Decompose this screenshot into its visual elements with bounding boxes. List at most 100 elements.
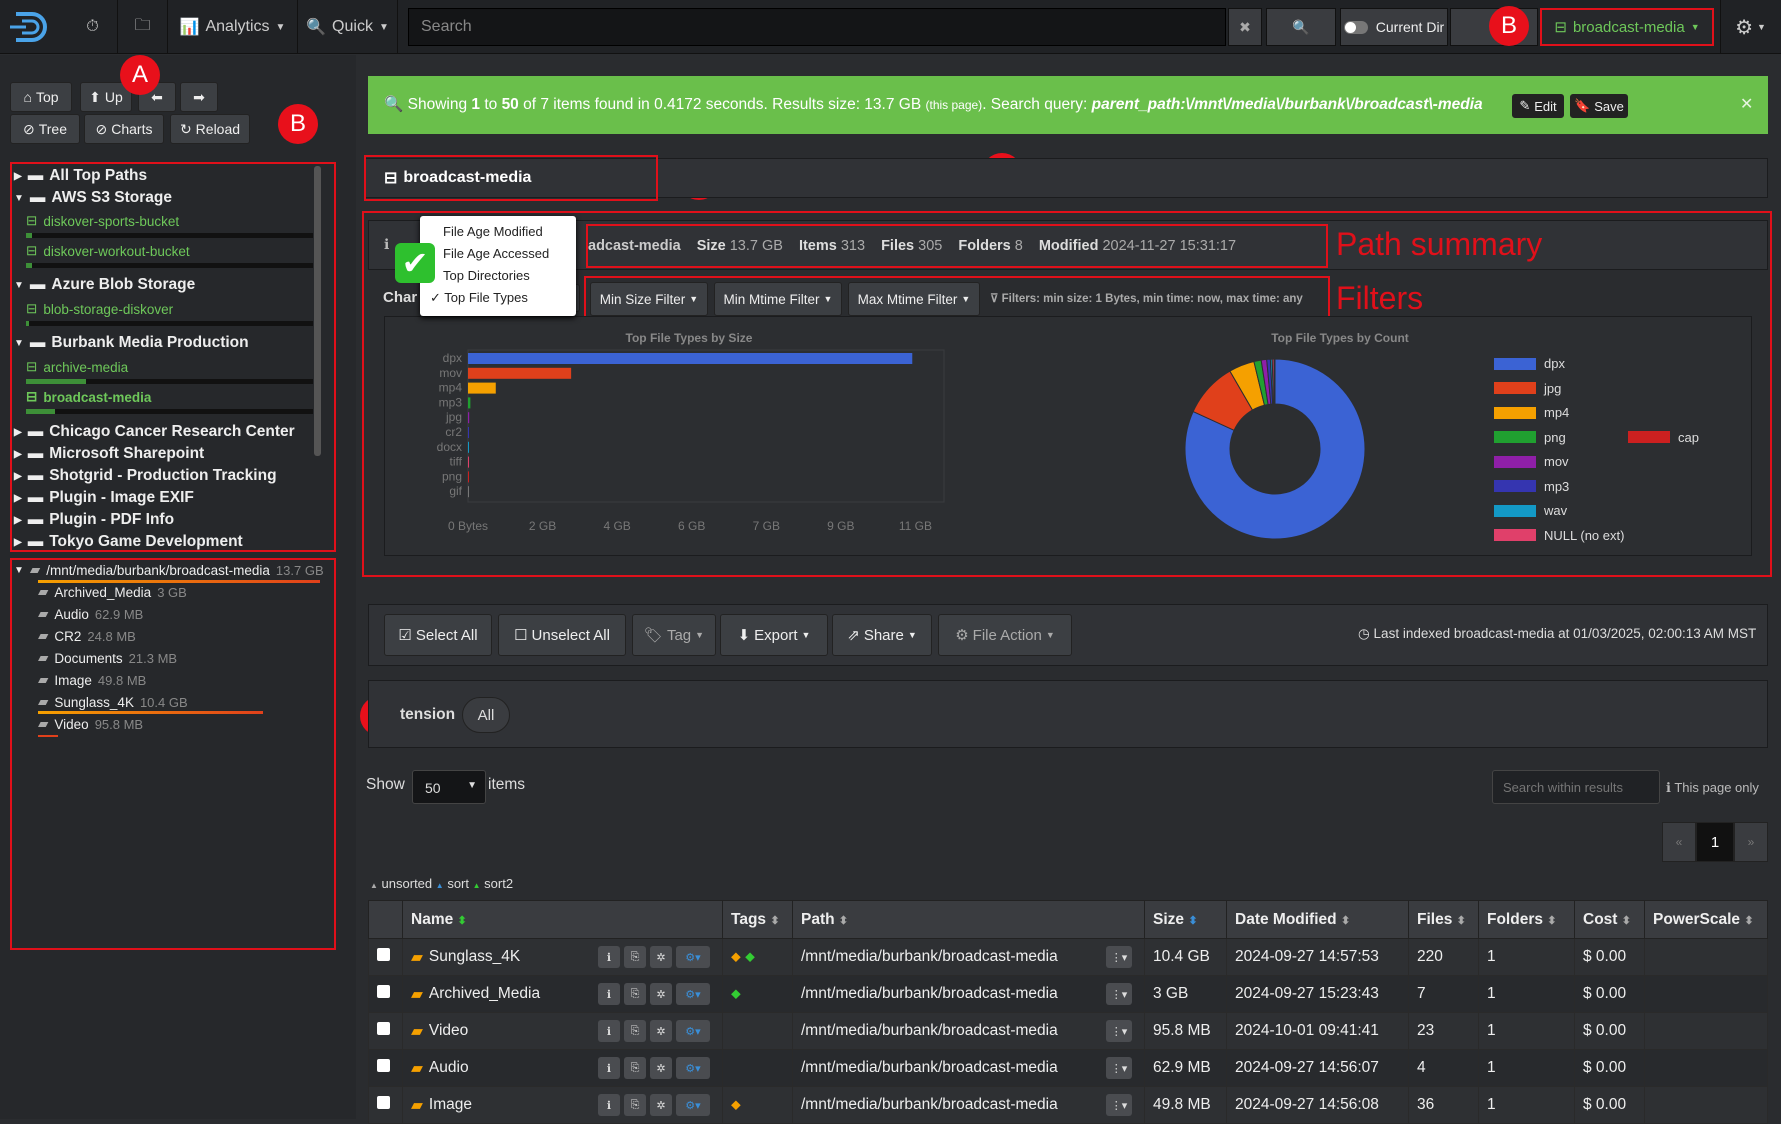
pagination-page[interactable]: 1 <box>1696 822 1734 862</box>
copy-icon[interactable]: ⎘ <box>624 983 646 1005</box>
legend-item[interactable]: jpg <box>1494 381 1561 396</box>
toggle-switch[interactable] <box>1343 20 1368 34</box>
edit-query-button[interactable]: ✎ Edit <box>1512 94 1564 118</box>
sort-sort2[interactable]: sort2 <box>484 876 514 891</box>
extension-all-button[interactable]: All <box>462 697 510 733</box>
dir-item[interactable]: ▰ Video 95.8 MB <box>38 716 144 732</box>
close-icon[interactable]: ✕ <box>1740 96 1754 113</box>
legend-item[interactable]: mp4 <box>1494 405 1569 420</box>
tree-item[interactable]: ▶ ▬ All Top Paths <box>14 167 148 184</box>
search-input[interactable]: Search <box>408 8 1226 46</box>
name-cell[interactable]: ▰ Sunglass_4K ℹ ⎘ ✲ ⚙▾ <box>402 938 723 976</box>
column-header-path[interactable]: Path ⬍ <box>792 900 1145 939</box>
tree-icon[interactable]: ✲ <box>650 1020 672 1042</box>
pagination-next[interactable]: » <box>1734 822 1768 862</box>
tree-subitem[interactable]: ⊟ diskover-workout-bucket <box>26 243 190 259</box>
row-checkbox[interactable] <box>377 1096 390 1109</box>
cogs-icon[interactable]: ⚙▾ <box>676 1057 710 1079</box>
quick-menu[interactable]: 🔍 Quick ▼ <box>298 0 398 54</box>
analytics-menu[interactable]: 📊 Analytics ▼ <box>168 0 298 54</box>
search-button[interactable]: 🔍 <box>1266 8 1336 46</box>
tree-item[interactable]: ▼ ▬ AWS S3 Storage <box>14 189 172 206</box>
tree-item[interactable]: ▶ ▬ Tokyo Game Development <box>14 533 243 550</box>
legend-item[interactable]: png <box>1494 430 1566 445</box>
name-cell[interactable]: ▰ Video ℹ ⎘ ✲ ⚙▾ <box>402 1012 723 1050</box>
copy-icon[interactable]: ⎘ <box>624 946 646 968</box>
sort-sort[interactable]: sort <box>447 876 469 891</box>
tree-icon[interactable]: ✲ <box>650 946 672 968</box>
list-menu-icon[interactable]: ⋮▾ <box>1106 946 1132 968</box>
info-icon[interactable]: ℹ <box>598 983 620 1005</box>
diskover-logo[interactable] <box>8 6 56 48</box>
min-size-filter-button[interactable]: Min Size Filter ▼ <box>590 282 708 316</box>
path-cell[interactable]: /mnt/media/burbank/broadcast-media ⋮▾ <box>792 1086 1145 1124</box>
row-checkbox[interactable] <box>377 985 390 998</box>
cogs-icon[interactable]: ⚙▾ <box>676 1020 710 1042</box>
dir-item[interactable]: ▰ Sunglass_4K 10.4 GB <box>38 694 188 710</box>
min-mtime-filter-button[interactable]: Min Mtime Filter ▼ <box>714 282 842 316</box>
tree-item[interactable]: ▼ ▬ Burbank Media Production <box>14 334 249 351</box>
column-header-tags[interactable]: Tags ⬍ <box>722 900 793 939</box>
unselect-all-button[interactable]: ☐ Unselect All <box>498 614 626 656</box>
tree-icon[interactable]: ✲ <box>650 1057 672 1079</box>
path-cell[interactable]: /mnt/media/burbank/broadcast-media ⋮▾ <box>792 1049 1145 1087</box>
dir-item[interactable]: ▰ Documents 21.3 MB <box>38 650 178 666</box>
tree-item[interactable]: ▶ ▬ Microsoft Sharepoint <box>14 445 205 462</box>
legend-item[interactable]: dpx <box>1494 356 1565 371</box>
dropdown-item-selected[interactable]: ✓ Top File Types <box>430 290 528 305</box>
column-header-date-modified[interactable]: Date Modified ⬍ <box>1226 900 1409 939</box>
dropdown-item[interactable]: Top Directories <box>443 268 530 283</box>
copy-icon[interactable]: ⎘ <box>624 1094 646 1116</box>
dashboard-icon[interactable]: ⏱ <box>68 0 118 54</box>
row-checkbox[interactable] <box>377 948 390 961</box>
dropdown-item[interactable]: File Age Modified <box>443 224 543 239</box>
settings-menu[interactable]: ⚙ ▼ <box>1720 0 1780 54</box>
tree-icon[interactable]: ✲ <box>650 983 672 1005</box>
table-row[interactable]: ▰ Sunglass_4K ℹ ⎘ ✲ ⚙▾ ⬥ ⬥ /mnt/media/burbank… <box>368 938 1768 976</box>
row-checkbox-cell[interactable] <box>368 975 403 1013</box>
dropdown-item[interactable]: File Age Accessed <box>443 246 550 261</box>
row-checkbox-cell[interactable] <box>368 1086 403 1124</box>
column-header-folders[interactable]: Folders ⬍ <box>1478 900 1575 939</box>
row-checkbox-cell[interactable] <box>368 1049 403 1087</box>
cogs-icon[interactable]: ⚙▾ <box>676 1094 710 1116</box>
legend-item[interactable]: mov <box>1494 454 1569 469</box>
dir-item[interactable]: ▰ Archived_Media 3 GB <box>38 584 187 600</box>
legend-item[interactable]: wav <box>1494 503 1567 518</box>
tree-item[interactable]: ▼ ▬ Azure Blob Storage <box>14 276 196 293</box>
copy-icon[interactable]: ⎘ <box>624 1020 646 1042</box>
table-row[interactable]: ▰ Archived_Media ℹ ⎘ ✲ ⚙▾ ⬥ /mnt/media/burban… <box>368 975 1768 1013</box>
info-icon[interactable]: ℹ <box>598 1094 620 1116</box>
max-mtime-filter-button[interactable]: Max Mtime Filter ▼ <box>848 282 980 316</box>
save-query-button[interactable]: 🔖 Save <box>1570 94 1628 118</box>
sort-unsorted[interactable]: unsorted <box>381 876 433 891</box>
column-header-powerscale[interactable]: PowerScale ⬍ <box>1644 900 1768 939</box>
column-header-files[interactable]: Files ⬍ <box>1408 900 1479 939</box>
dir-item[interactable]: ▰ Audio 62.9 MB <box>38 606 144 622</box>
dir-root[interactable]: ▼ ▰/mnt/media/burbank/broadcast-media 13.7… <box>14 562 324 578</box>
table-row[interactable]: ▰ Image ℹ ⎘ ✲ ⚙▾ ⬥ /mnt/media/burbank/broadca… <box>368 1086 1768 1124</box>
tree-subitem-selected[interactable]: ⊟ broadcast-media <box>26 389 152 405</box>
pagination-prev[interactable]: « <box>1662 822 1696 862</box>
table-row[interactable]: ▰ Audio ℹ ⎘ ✲ ⚙▾ /mnt/media/burbank/broadcast… <box>368 1049 1768 1087</box>
file-action-button[interactable]: ⚙ File Action ▼ <box>938 614 1072 656</box>
tree-item[interactable]: ▶ ▬ Chicago Cancer Research Center <box>14 423 295 440</box>
row-checkbox[interactable] <box>377 1022 390 1035</box>
column-header-name[interactable]: Name ⬍ <box>402 900 723 939</box>
dir-item[interactable]: ▰ CR2 24.8 MB <box>38 628 136 644</box>
path-cell[interactable]: /mnt/media/burbank/broadcast-media ⋮▾ <box>792 975 1145 1013</box>
forward-button[interactable]: ➡ <box>180 82 218 112</box>
top-button[interactable]: ⌂ Top <box>10 82 72 112</box>
legend-item[interactable]: cap <box>1628 430 1699 445</box>
list-menu-icon[interactable]: ⋮▾ <box>1106 983 1132 1005</box>
tree-subitem[interactable]: ⊟ archive-media <box>26 359 129 375</box>
index-select-dropdown[interactable]: ⊟ broadcast-media ▼ <box>1540 8 1714 46</box>
current-dir-toggle[interactable]: Current Dir <box>1340 8 1448 46</box>
tag-button[interactable]: 🏷 Tag ▼ <box>632 614 716 656</box>
copy-icon[interactable]: ⎘ <box>624 1057 646 1079</box>
tree-toggle-button[interactable]: ⊘ Tree <box>10 114 80 144</box>
tree-item[interactable]: ▶ ▬ Plugin - PDF Info <box>14 511 175 528</box>
row-checkbox[interactable] <box>377 1059 390 1072</box>
path-cell[interactable]: /mnt/media/burbank/broadcast-media ⋮▾ <box>792 938 1145 976</box>
reload-button[interactable]: ↻ Reload <box>170 114 250 144</box>
